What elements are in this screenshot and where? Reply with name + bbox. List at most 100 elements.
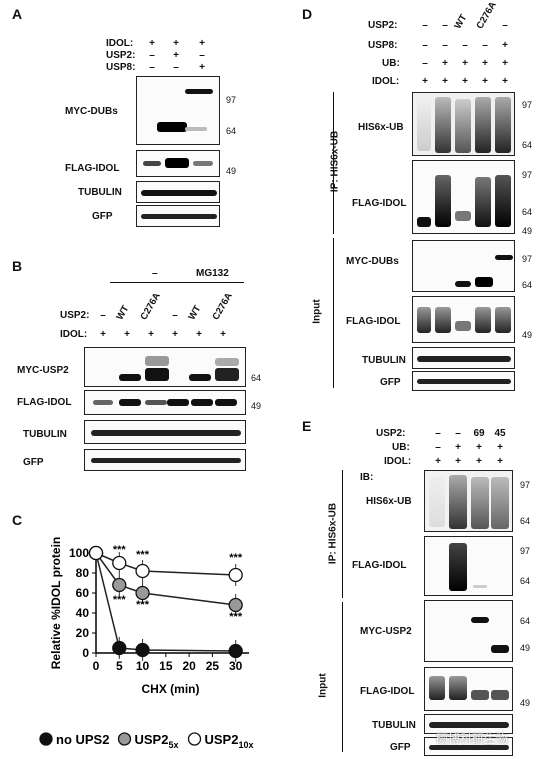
row-label-flag-idol-input: FLAG-IDOL xyxy=(346,316,401,327)
sign: – xyxy=(149,50,155,61)
data-point xyxy=(88,545,104,561)
blot-d-gfp xyxy=(412,371,515,391)
legend-label: USP25x xyxy=(135,732,179,750)
idol-val: + xyxy=(435,456,441,467)
row-label-myc-dubs: MYC-DUBs xyxy=(346,256,399,267)
usp2-val: – xyxy=(422,20,428,31)
idol-val: + xyxy=(172,329,178,340)
usp8-val: – xyxy=(442,40,448,51)
usp2-label: USP2: xyxy=(60,310,90,321)
idol-val: + xyxy=(476,456,482,467)
idol-label: IDOL: xyxy=(372,76,400,87)
y-tick-label: 0 xyxy=(82,646,89,660)
mw-64: 64 xyxy=(251,373,262,383)
usp2-val: C276A xyxy=(474,0,499,32)
ub-val: + xyxy=(476,442,482,453)
side-input-label: Input xyxy=(317,673,329,698)
row-label-flag-idol-input: FLAG-IDOL xyxy=(360,686,415,697)
blot-b-gfp xyxy=(84,449,246,471)
mw-64: 64 xyxy=(522,207,533,217)
data-point xyxy=(135,642,150,658)
x-axis-label: CHX (min) xyxy=(142,682,200,696)
row-label-flag-idol: FLAG-IDOL xyxy=(352,560,407,571)
usp8-label: USP8: xyxy=(368,40,398,51)
row-label-gfp: GFP xyxy=(23,457,44,468)
row-label-his6x-ub: HIS6x-UB xyxy=(366,496,412,507)
mw-49: 49 xyxy=(520,643,531,653)
significance-mark: *** xyxy=(136,549,150,561)
usp2-val: – xyxy=(435,428,441,439)
mw-49: 49 xyxy=(522,226,533,236)
mw-97: 97 xyxy=(522,254,533,264)
idol-val: + xyxy=(455,456,461,467)
mw-97: 97 xyxy=(522,170,533,180)
usp2-val: WT xyxy=(186,303,204,322)
significance-mark: *** xyxy=(229,611,243,623)
usp2-val: – xyxy=(442,20,448,31)
y-tick-label: 100 xyxy=(69,546,89,560)
sign: + xyxy=(173,38,179,49)
legend-marker xyxy=(39,732,53,746)
blot-a-gfp xyxy=(136,205,220,227)
row-label-flag-idol: FLAG-IDOL xyxy=(65,163,120,174)
data-point xyxy=(135,585,150,601)
usp8-val: – xyxy=(462,40,468,51)
y-axis-label: Relative %IDOL protein xyxy=(49,537,63,669)
side-ip-label: IP: HIS6x-UB xyxy=(329,130,341,193)
row-label-tubulin: TUBULIN xyxy=(23,429,67,440)
panel-d-label: D xyxy=(302,6,313,22)
idol-val: + xyxy=(482,76,488,87)
series-line xyxy=(95,552,236,576)
mw-64: 64 xyxy=(522,140,533,150)
group-no-treatment: – xyxy=(152,268,158,279)
sign: + xyxy=(173,50,179,61)
row-label-tubulin: TUBULIN xyxy=(78,187,122,198)
mw-97: 97 xyxy=(520,480,531,490)
usp2-val: 45 xyxy=(494,428,506,439)
usp2-val: – xyxy=(172,310,178,321)
legend-marker xyxy=(117,732,132,746)
idol-val: + xyxy=(220,329,226,340)
y-tick-label: 40 xyxy=(76,606,90,620)
panel-b-label: B xyxy=(12,258,23,274)
mw-64: 64 xyxy=(522,280,533,290)
row-label-flag-idol: FLAG-IDOL xyxy=(352,198,407,209)
usp2-val: WT xyxy=(114,303,132,322)
usp2-label: USP2: xyxy=(376,428,406,439)
mw-64: 64 xyxy=(226,126,237,136)
mw-97: 97 xyxy=(520,546,531,556)
sign: + xyxy=(149,38,155,49)
blot-e-flag-idol-input xyxy=(424,667,513,711)
sign: + xyxy=(199,62,205,73)
mw-49: 49 xyxy=(251,401,262,411)
panel-a-label: A xyxy=(12,6,23,22)
idol-val: + xyxy=(100,329,106,340)
row-label-myc-usp2: MYC-USP2 xyxy=(17,365,69,376)
sign: – xyxy=(199,50,205,61)
series-line xyxy=(95,552,236,652)
ub-val: – xyxy=(422,58,428,69)
bracket-ip xyxy=(333,92,334,234)
mw-64: 64 xyxy=(520,616,531,626)
blot-d-tubulin xyxy=(412,347,515,369)
blot-d-flag-idol xyxy=(412,160,515,234)
cond-label-idol: IDOL: xyxy=(106,38,134,49)
sign: – xyxy=(149,62,155,73)
blot-e-gfp xyxy=(424,737,513,756)
mw-49: 49 xyxy=(522,330,533,340)
bracket-ip xyxy=(342,470,343,598)
data-point xyxy=(112,640,127,656)
usp2-label: USP2: xyxy=(368,20,398,31)
row-label-flag-idol: FLAG-IDOL xyxy=(17,397,72,408)
panel-e-label: E xyxy=(302,418,312,434)
ub-val: + xyxy=(502,58,508,69)
group-line xyxy=(110,282,188,283)
ub-label: UB: xyxy=(392,442,410,453)
ub-val: + xyxy=(455,442,461,453)
blot-e-his6x-ub xyxy=(424,470,513,532)
idol-val: + xyxy=(196,329,202,340)
row-label-tubulin: TUBULIN xyxy=(372,720,416,731)
y-tick-label: 80 xyxy=(76,566,90,580)
legend-marker xyxy=(187,732,202,746)
blot-d-his6x-ub xyxy=(412,92,515,156)
